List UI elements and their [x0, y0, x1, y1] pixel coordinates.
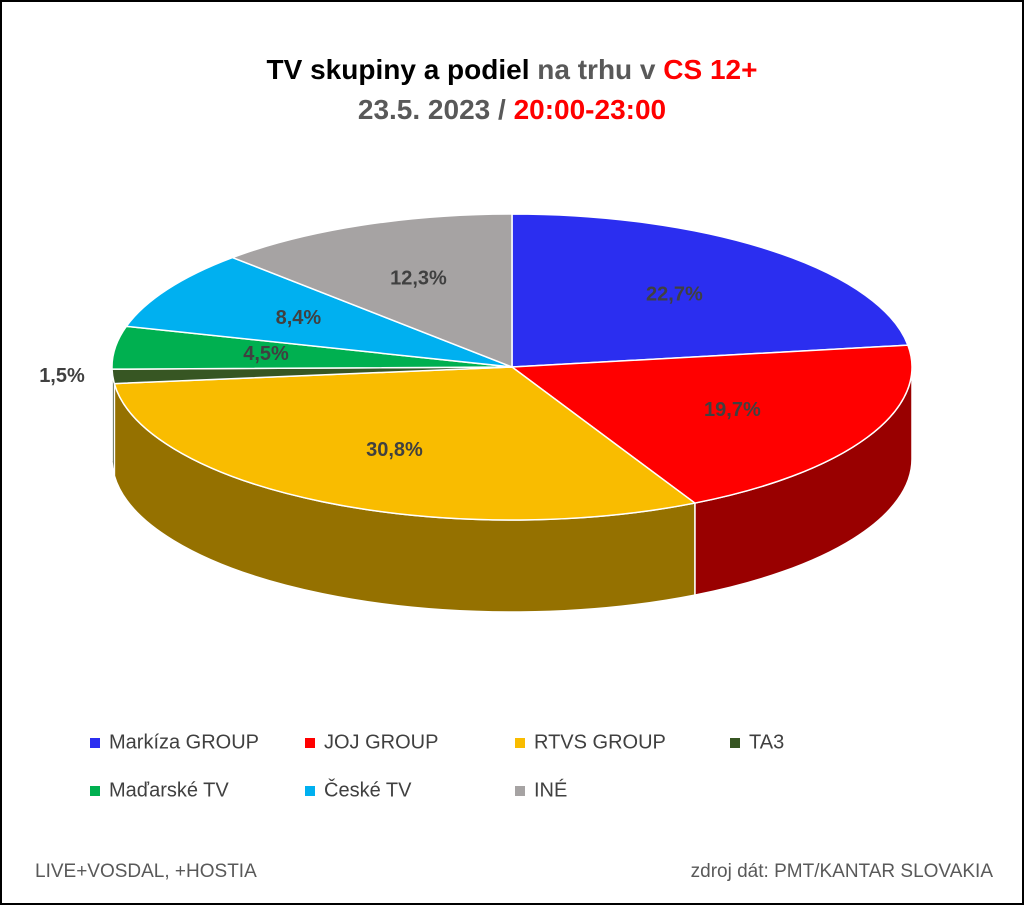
slice — [509, 344, 913, 504]
slice — [511, 213, 909, 368]
slice — [113, 366, 697, 521]
title-part: CS 12+ — [663, 54, 757, 85]
title-part: 20:00-23:00 — [514, 94, 667, 125]
legend-swatch — [90, 738, 100, 748]
legend-label: JOJ GROUP — [324, 731, 438, 753]
legend-label: Maďarské TV — [109, 779, 229, 801]
legend-swatch — [90, 786, 100, 796]
footer-right: zdroj dát: PMT/KANTAR SLOVAKIA — [691, 861, 994, 882]
data-label: 1,5% — [39, 365, 85, 387]
legend-label: INÉ — [534, 778, 567, 801]
legend-swatch — [515, 786, 525, 796]
title-part: na trhu v — [537, 54, 656, 85]
data-label: 22,7% — [646, 284, 703, 306]
data-label: 8,4% — [276, 307, 322, 329]
legend-label: TA3 — [749, 731, 784, 753]
chart-title: 23.5. 2023 / 20:00-23:00 — [358, 94, 666, 125]
legend-swatch — [730, 738, 740, 748]
legend-swatch — [515, 738, 525, 748]
data-label: 30,8% — [366, 439, 423, 461]
data-label: 19,7% — [704, 399, 761, 421]
legend-swatch — [305, 738, 315, 748]
legend-label: České TV — [324, 778, 412, 801]
legend-swatch — [305, 786, 315, 796]
slice — [125, 256, 513, 368]
data-label: 12,3% — [390, 267, 447, 289]
data-label: 4,5% — [243, 343, 289, 365]
title-part: TV skupiny a podiel — [267, 54, 530, 85]
chart-title: TV skupiny a podiel na trhu v CS 12+ — [267, 54, 758, 85]
title-part: 23.5. 2023 / — [358, 94, 506, 125]
footer-left: LIVE+VOSDAL, +HOSTIA — [35, 861, 257, 882]
legend-label: Markíza GROUP — [109, 731, 259, 753]
slice — [230, 213, 513, 369]
legend-label: RTVS GROUP — [534, 731, 666, 753]
